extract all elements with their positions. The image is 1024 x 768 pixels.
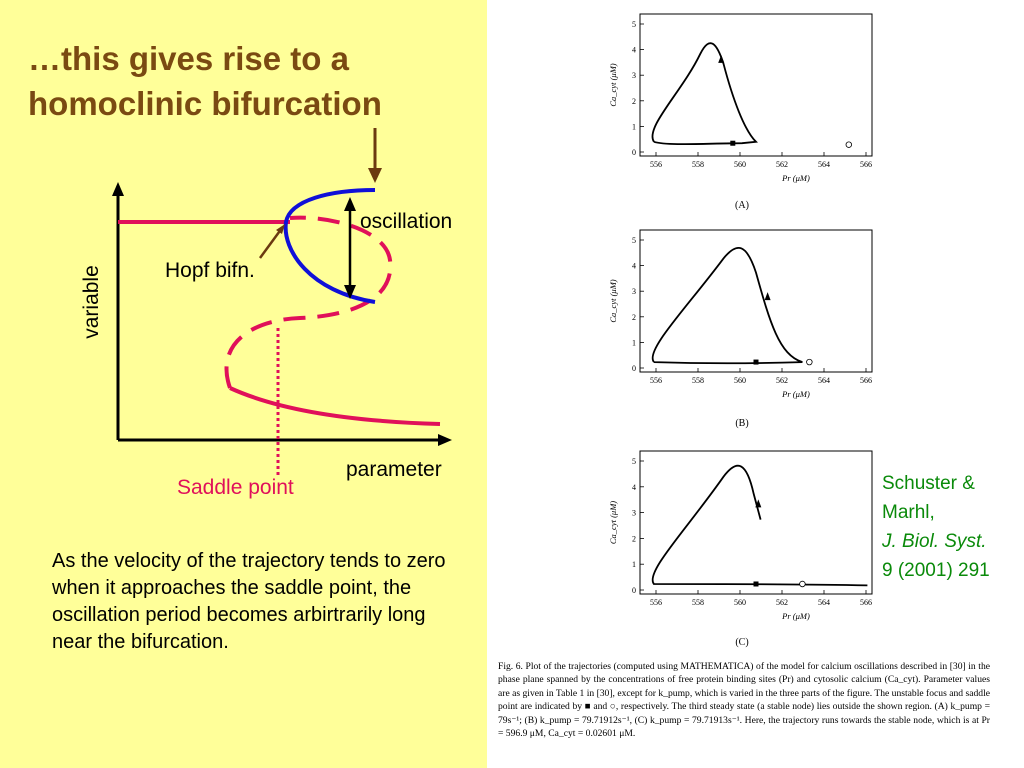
phase-panel-3: 0 1 2 3 4 5 556 558 560 562 564 566 Pr (μM) Ca_cyt (μ… <box>608 450 873 621</box>
lower-stable-branch <box>229 386 441 426</box>
trajectory-direction-arrow <box>764 292 771 301</box>
explanation-text: As the velocity of the trajectory tends … <box>52 550 446 653</box>
x-tick-label: 556 <box>650 160 662 169</box>
y-tick-label: 1 <box>632 338 636 347</box>
saddle-point-label: Saddle point <box>177 476 294 499</box>
phase-plane-figure: 0 1 2 3 4 5 556 558 560 562 564 566 Pr (μM) Ca_cyt (μ… <box>608 13 873 648</box>
citation-journal: J. Biol. Syst. <box>882 531 987 552</box>
citation: Schuster & Marhl, J. Biol. Syst. 9 (2001… <box>882 469 990 585</box>
x-axis-label: Pr (μM) <box>781 173 810 183</box>
unstable-focus-marker <box>730 140 736 146</box>
x-axis-label: parameter <box>346 458 442 481</box>
y-axis-label: Ca_cyt (μM) <box>608 279 618 322</box>
panel-label-3: (C) <box>735 637 748 648</box>
y-tick-label: 3 <box>632 509 636 518</box>
y-tick-label: 1 <box>632 122 636 131</box>
saddle-point-marker <box>845 141 852 148</box>
x-tick-label: 566 <box>860 160 872 169</box>
x-tick-label: 562 <box>776 160 788 169</box>
x-tick-label: 566 <box>860 598 872 607</box>
x-tick-label: 562 <box>776 376 788 385</box>
hopf-bifurcation-label: Hopf bifn. <box>165 259 255 282</box>
trajectory <box>651 247 803 365</box>
oscillation-label: oscillation <box>360 210 453 233</box>
saddle-point-marker <box>806 358 813 366</box>
y-axis-label: Ca_cyt (μM) <box>608 501 618 544</box>
homoclinic-pointer-arrowhead <box>368 168 382 183</box>
y-tick-label: 2 <box>632 313 636 322</box>
y-tick-label: 3 <box>632 71 636 80</box>
y-tick-label: 4 <box>632 483 636 492</box>
y-tick-label: 4 <box>632 46 636 55</box>
x-tick-label: 566 <box>860 376 872 385</box>
x-tick-label: 564 <box>818 160 830 169</box>
slide-left-panel <box>0 0 487 768</box>
trajectory <box>651 464 868 587</box>
limit-cycle-envelope <box>283 188 376 304</box>
y-tick-label: 0 <box>632 148 636 157</box>
oscillation-arrowhead-bottom <box>344 285 356 299</box>
trajectory-direction-arrow <box>755 499 762 508</box>
y-tick-label: 3 <box>632 287 636 296</box>
x-tick-label: 564 <box>818 376 830 385</box>
phase-panel-1: 0 1 2 3 4 5 556 558 560 562 564 566 Pr (μM) Ca_cyt (μ… <box>608 13 873 183</box>
y-tick-label: 4 <box>632 262 636 271</box>
x-tick-label: 558 <box>692 376 704 385</box>
x-tick-label: 556 <box>650 376 662 385</box>
x-axis-label: Pr (μM) <box>781 611 810 621</box>
x-tick-label: 560 <box>734 598 746 607</box>
hopf-pointer-arrowhead <box>276 224 285 234</box>
trajectory <box>651 42 758 146</box>
bifurcation-diagram <box>112 128 452 476</box>
y-tick-label: 5 <box>632 457 636 466</box>
y-axis-arrowhead <box>112 182 124 196</box>
y-tick-label: 5 <box>632 236 636 245</box>
citation-reference: 9 (2001) 291 <box>882 560 990 581</box>
x-tick-label: 558 <box>692 598 704 607</box>
oscillation-arrowhead-top <box>344 197 356 211</box>
y-tick-label: 0 <box>632 586 636 595</box>
unstable-focus-marker <box>753 581 759 587</box>
y-axis-label: variable <box>80 265 103 339</box>
panel-frame <box>639 13 873 157</box>
x-tick-label: 560 <box>734 376 746 385</box>
panel-frame <box>639 229 873 373</box>
x-tick-label: 564 <box>818 598 830 607</box>
panel-frame <box>639 450 873 595</box>
trajectory-direction-arrow <box>718 54 725 63</box>
saddle-point-marker <box>799 580 806 588</box>
y-tick-label: 5 <box>632 20 636 29</box>
citation-authors-2: Marhl, <box>882 502 935 523</box>
citation-authors: Schuster & <box>882 473 975 494</box>
x-tick-label: 562 <box>776 598 788 607</box>
x-axis-label: Pr (μM) <box>781 389 810 399</box>
x-tick-label: 560 <box>734 160 746 169</box>
y-axis-label: Ca_cyt (μM) <box>608 63 618 106</box>
hopf-pointer <box>258 227 284 259</box>
x-axis-arrowhead <box>438 434 452 446</box>
x-tick-label: 556 <box>650 598 662 607</box>
unstable-saddle-branch <box>224 215 393 389</box>
y-tick-label: 1 <box>632 560 636 569</box>
y-tick-label: 0 <box>632 364 636 373</box>
y-tick-label: 2 <box>632 97 636 106</box>
y-tick-label: 2 <box>632 534 636 543</box>
figure-caption: Fig. 6. Plot of the trajectories (comput… <box>498 661 990 740</box>
unstable-focus-marker <box>753 359 759 365</box>
x-tick-label: 558 <box>692 160 704 169</box>
panel-label-1: (A) <box>735 200 749 211</box>
phase-panel-2: 0 1 2 3 4 5 556 558 560 562 564 566 Pr (μM) Ca_cyt (μ… <box>608 229 873 399</box>
slide-title: …this gives rise to a homoclinic bifurca… <box>28 40 382 122</box>
panel-label-2: (B) <box>735 418 748 429</box>
